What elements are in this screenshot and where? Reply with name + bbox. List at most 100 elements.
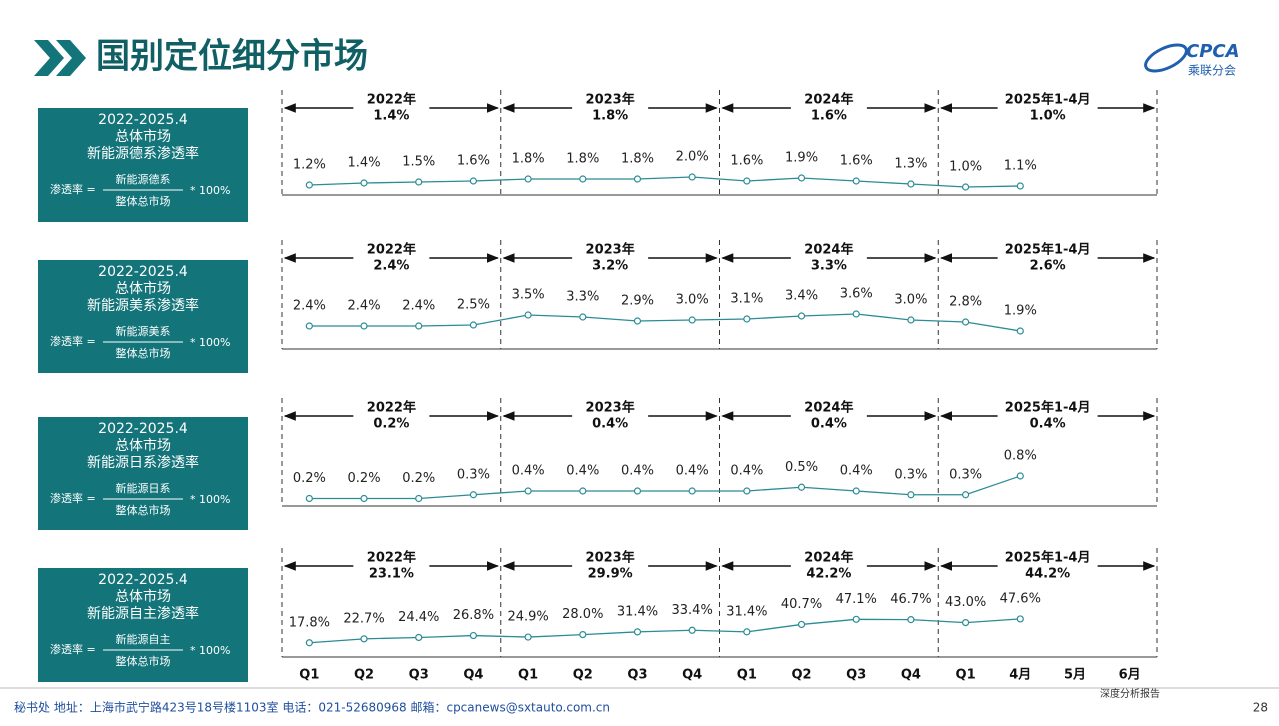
info-box	[38, 417, 248, 530]
period-value: 44.2%	[1025, 567, 1070, 582]
period-label: 2025年1-4月	[1005, 400, 1091, 416]
series-line	[309, 176, 1021, 188]
point	[688, 316, 696, 324]
logo-text: CPCA	[1186, 41, 1240, 62]
x-tick-label: 5月	[1064, 668, 1086, 683]
x-tick-label: Q3	[409, 668, 429, 683]
period-value: 29.9%	[588, 567, 633, 582]
box-market: 总体市场	[115, 128, 171, 145]
info-box	[38, 568, 248, 682]
point	[305, 639, 313, 647]
value-label: 3.0%	[894, 293, 927, 308]
value-label: 40.7%	[781, 597, 822, 612]
series-line	[309, 313, 1021, 332]
value-label: 0.4%	[512, 464, 545, 479]
box-market: 总体市场	[115, 280, 171, 297]
value-label: 2.9%	[621, 294, 654, 309]
period-label: 2022年	[367, 550, 416, 566]
x-tick-label: 4月	[1009, 668, 1031, 683]
point	[524, 175, 532, 183]
point	[1016, 182, 1024, 190]
value-label: 0.4%	[840, 464, 873, 479]
x-tick-label: Q4	[682, 668, 702, 683]
point	[797, 312, 806, 320]
formula-numerator: 新能源美系	[116, 324, 171, 338]
point	[852, 615, 860, 623]
value-label: 3.6%	[840, 287, 873, 302]
value-label: 3.4%	[785, 289, 818, 304]
value-label: 0.8%	[1004, 449, 1037, 464]
point	[633, 487, 642, 495]
point	[961, 618, 970, 627]
value-label: 47.6%	[1000, 591, 1041, 606]
period-value: 0.2%	[373, 417, 409, 432]
title-icon	[34, 40, 86, 76]
series-line	[309, 475, 1021, 500]
value-label: 0.5%	[785, 460, 818, 475]
x-tick-label: Q1	[518, 668, 538, 683]
box-period: 2022-2025.4	[98, 421, 188, 437]
formula-lhs: 渗透率 =	[50, 491, 96, 505]
logo: CPCA 乘联分会	[1144, 41, 1240, 78]
value-label: 1.9%	[785, 151, 818, 166]
value-label: 1.5%	[402, 155, 435, 170]
period-label: 2024年	[804, 400, 853, 416]
point	[852, 310, 860, 318]
logo-sub: 乘联分会	[1188, 64, 1236, 78]
value-label: 0.3%	[457, 467, 490, 482]
formula-numerator: 新能源日系	[116, 481, 171, 495]
period-label: 2023年	[586, 92, 635, 108]
series-line	[309, 618, 1021, 644]
point	[797, 620, 806, 629]
value-label: 2.5%	[457, 298, 490, 313]
point	[579, 313, 587, 321]
point	[1016, 327, 1024, 335]
value-label: 24.9%	[507, 610, 548, 625]
point	[469, 631, 478, 640]
footer-address: 秘书处 地址：上海市武宁路423号18号楼1103室 电话：021-526809…	[14, 700, 610, 715]
box-period: 2022-2025.4	[98, 264, 188, 280]
x-tick-label: Q2	[791, 668, 811, 683]
period-value: 3.3%	[811, 259, 847, 274]
info-box	[38, 108, 248, 222]
period-label: 2023年	[586, 242, 635, 258]
point	[688, 173, 696, 181]
value-label: 1.4%	[348, 156, 381, 171]
point	[524, 487, 532, 495]
value-label: 2.8%	[949, 295, 982, 310]
point	[415, 494, 423, 503]
box-title: 新能源美系渗透率	[87, 297, 199, 314]
value-label: 1.8%	[512, 152, 545, 167]
x-tick-label: Q4	[901, 668, 921, 683]
x-tick-label: Q3	[846, 668, 866, 683]
period-label: 2024年	[804, 242, 853, 258]
period-value: 0.4%	[811, 417, 847, 432]
value-label: 33.4%	[672, 603, 713, 618]
period-value: 2.6%	[1030, 259, 1066, 274]
value-label: 3.3%	[566, 290, 599, 305]
period-label: 2025年1-4月	[1005, 550, 1091, 566]
period-label: 2025年1-4月	[1005, 242, 1091, 258]
point	[743, 177, 751, 185]
point	[360, 179, 368, 187]
formula-lhs: 渗透率 =	[50, 642, 96, 656]
value-label: 22.7%	[343, 611, 384, 626]
box-market: 总体市场	[115, 588, 171, 605]
value-label: 0.2%	[348, 471, 381, 486]
value-label: 3.1%	[730, 292, 763, 307]
value-label: 31.4%	[726, 604, 767, 619]
period-value: 1.6%	[811, 109, 847, 124]
value-label: 2.4%	[293, 299, 326, 314]
page-number: 28	[1253, 701, 1268, 715]
value-label: 0.3%	[894, 467, 927, 482]
period-label: 2022年	[367, 92, 416, 108]
value-label: 0.3%	[949, 467, 982, 482]
x-tick-label: Q2	[573, 668, 593, 683]
point	[633, 317, 642, 325]
value-label: 0.4%	[676, 464, 709, 479]
value-label: 47.1%	[836, 592, 877, 607]
point	[415, 633, 423, 642]
formula-factor: * 100%	[190, 493, 230, 506]
value-label: 1.6%	[457, 154, 490, 169]
formula-numerator: 新能源德系	[116, 172, 171, 186]
